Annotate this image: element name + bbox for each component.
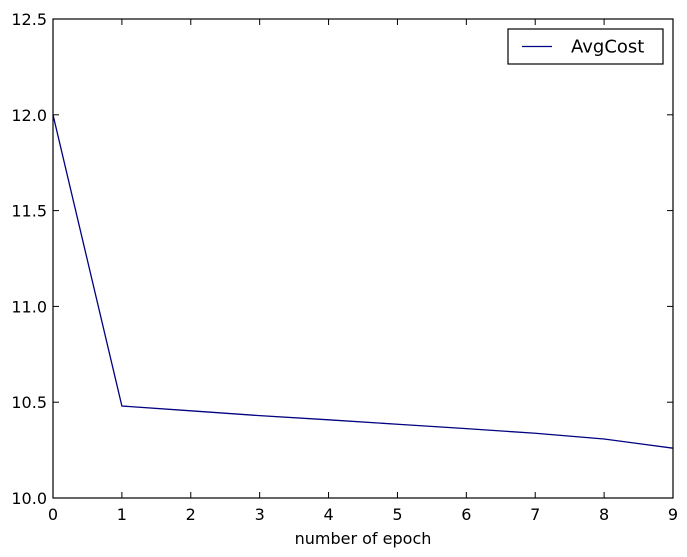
x-tick-label: 3 <box>255 505 265 524</box>
x-tick-label: 7 <box>530 505 540 524</box>
y-tick-label: 11.5 <box>11 202 47 221</box>
legend-label-avgcost: AvgCost <box>571 37 644 58</box>
series-group <box>52 114 674 449</box>
x-tick-label: 0 <box>48 505 58 524</box>
y-tick-label: 10.5 <box>11 393 47 412</box>
plot-frame <box>52 18 674 499</box>
x-axis-label: number of epoch <box>295 529 432 548</box>
x-tick-label: 9 <box>668 505 678 524</box>
x-tick-label: 8 <box>599 505 609 524</box>
series-line-avgcost <box>52 114 674 449</box>
x-tick-label: 1 <box>117 505 127 524</box>
y-tick-label: 10.0 <box>11 489 47 508</box>
x-tick-label: 2 <box>186 505 196 524</box>
x-tick-label: 4 <box>323 505 333 524</box>
axis-ticks <box>52 18 674 499</box>
tick-labels: 0 1 2 3 4 5 6 7 8 9 10.0 10.5 11.0 11.5 12.0 12.5 <box>11 10 678 524</box>
y-tick-label: 12.5 <box>11 10 47 29</box>
x-tick-label: 5 <box>392 505 402 524</box>
x-tick-label: 6 <box>461 505 471 524</box>
legend: AvgCost <box>507 28 664 65</box>
y-tick-label: 11.0 <box>11 297 47 316</box>
y-tick-label: 12.0 <box>11 106 47 125</box>
